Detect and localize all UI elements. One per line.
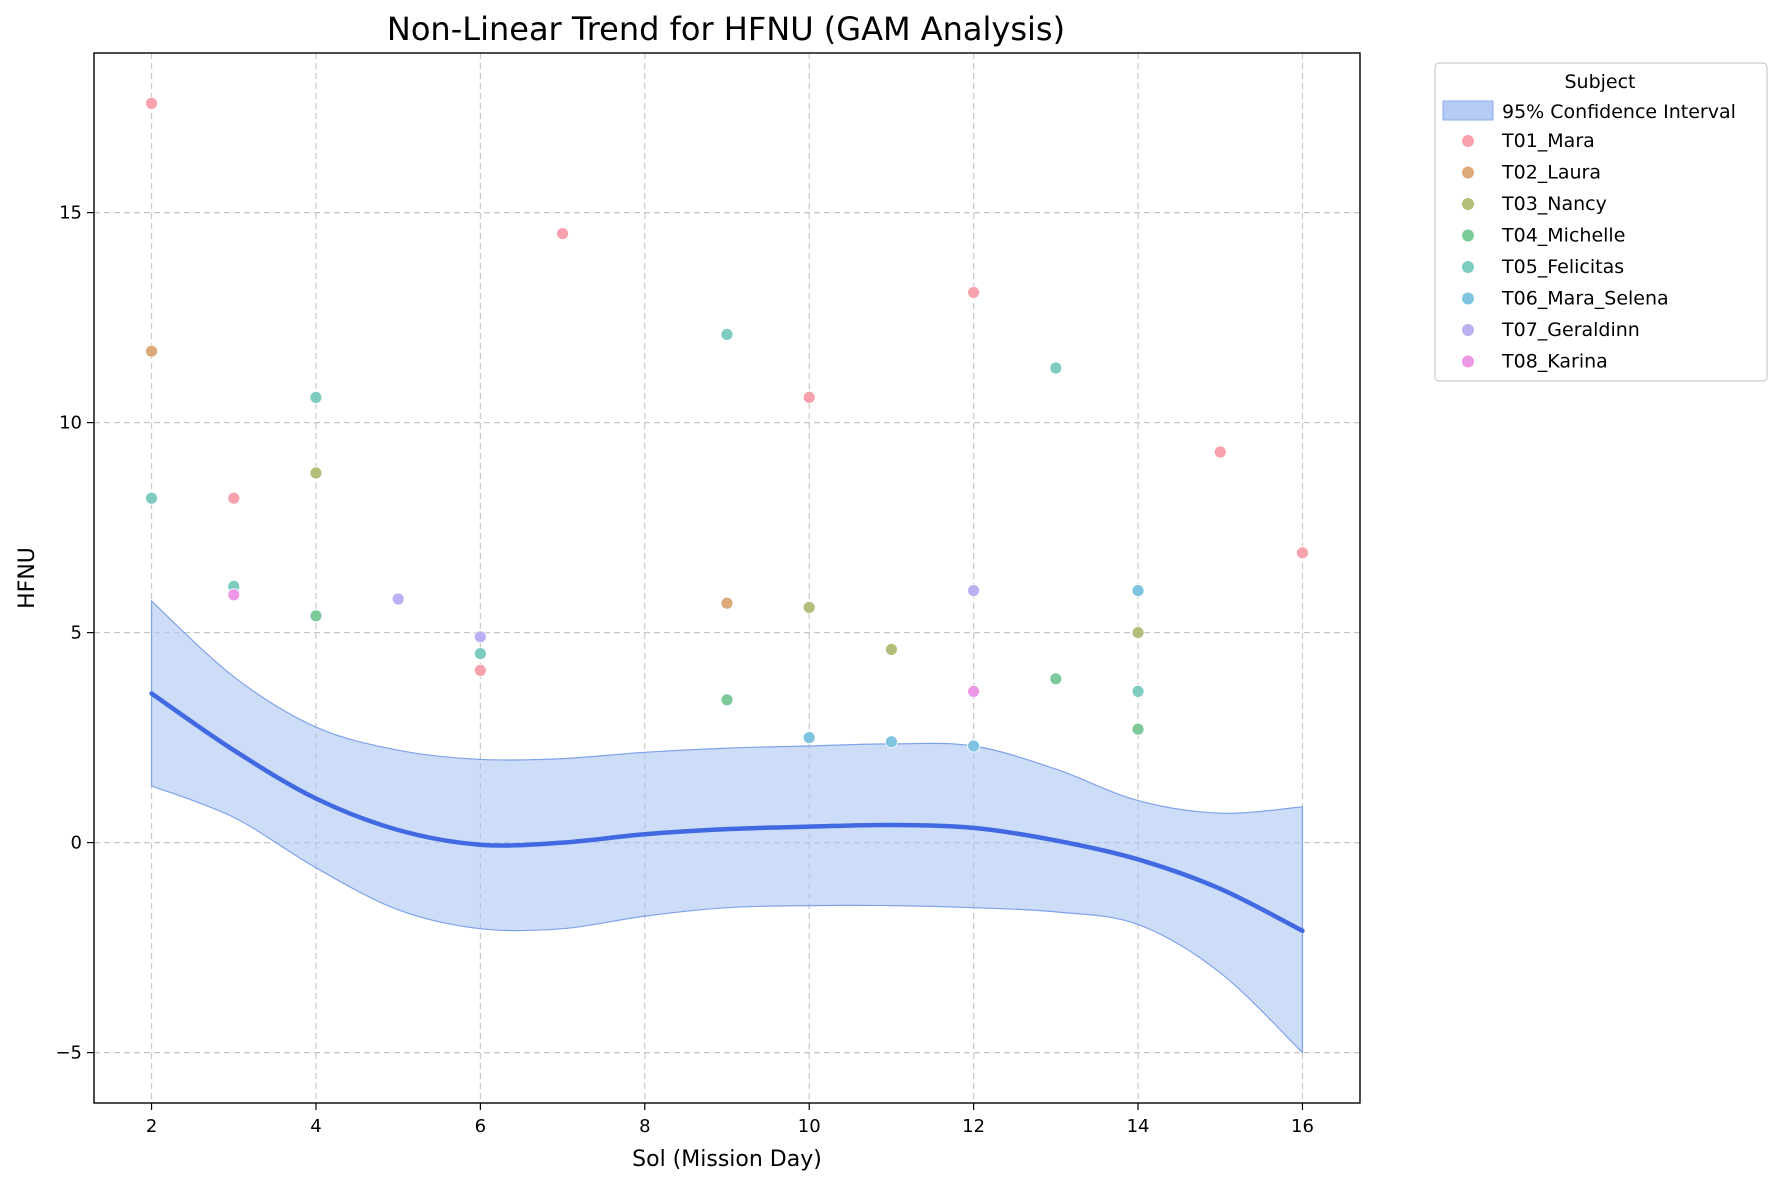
legend-label: T04_Michelle <box>1501 225 1625 247</box>
data-point <box>1049 361 1063 375</box>
legend-marker <box>1462 292 1474 305</box>
data-point <box>473 647 487 660</box>
series-T05_Felicitas <box>145 327 1145 698</box>
confidence-band-area <box>150 599 1304 1055</box>
legend-marker <box>1462 355 1474 368</box>
series-T04_Michelle <box>309 609 1145 736</box>
x-tick-label: 2 <box>146 1116 157 1137</box>
legend-marker <box>1462 324 1474 336</box>
legend: Subject 95% Confidence Interval T01_Mara… <box>1434 62 1768 382</box>
data-point <box>556 227 569 241</box>
data-point <box>1131 722 1145 736</box>
data-point <box>720 693 734 707</box>
data-point <box>227 588 241 602</box>
data-point <box>1049 672 1063 686</box>
legend-marker <box>1462 166 1474 179</box>
series-T02_Laura <box>145 344 734 610</box>
legend-label: T06_Mara_Selena <box>1501 288 1669 310</box>
data-point <box>885 735 898 749</box>
plot-frame <box>93 52 1361 1104</box>
grid <box>94 53 1360 1103</box>
data-point <box>309 466 323 480</box>
data-point <box>309 609 323 623</box>
legend-title: Subject <box>1564 71 1635 93</box>
x-tick-label: 16 <box>1291 1116 1314 1137</box>
data-point <box>145 344 158 358</box>
x-axis-label: Sol (Mission Day) <box>632 1147 822 1172</box>
legend-item-T07_Geraldinn: T07_Geraldinn <box>1462 319 1640 341</box>
data-point <box>967 739 981 753</box>
data-point <box>309 390 323 404</box>
y-axis-ticks: −5 0 5 10 15 <box>55 203 94 1064</box>
legend-marker <box>1462 261 1474 273</box>
legend-marker <box>1462 229 1474 242</box>
y-tick-label: 0 <box>71 833 82 854</box>
data-point <box>967 584 981 597</box>
x-tick-label: 8 <box>639 1116 650 1137</box>
data-point <box>720 596 734 610</box>
data-point <box>145 97 158 110</box>
gam-trend-line <box>149 691 1305 934</box>
legend-box <box>1434 62 1768 382</box>
series-T08_Karina <box>227 588 981 698</box>
legend-label: T03_Nancy <box>1501 193 1607 215</box>
data-point <box>802 390 816 404</box>
legend-marker <box>1462 135 1474 147</box>
x-tick-label: 12 <box>962 1116 985 1137</box>
data-point <box>1131 685 1145 698</box>
series-T03_Nancy <box>309 466 1145 656</box>
x-tick-label: 10 <box>798 1116 821 1137</box>
legend-item-T08_Karina: T08_Karina <box>1462 351 1608 373</box>
data-point <box>473 664 487 677</box>
data-point <box>1213 445 1227 459</box>
legend-ci-swatch <box>1442 100 1494 121</box>
y-tick-label: −5 <box>55 1043 82 1064</box>
data-point <box>145 491 158 505</box>
legend-item-T01_Mara: T01_Mara <box>1462 130 1595 152</box>
y-tick-label: 10 <box>59 413 82 434</box>
legend-label: T07_Geraldinn <box>1501 319 1640 341</box>
legend-label: T08_Karina <box>1501 351 1608 373</box>
series-T07_Geraldinn <box>391 584 981 644</box>
data-point <box>1296 546 1309 560</box>
x-tick-label: 14 <box>1127 1116 1150 1137</box>
scatter-points <box>145 97 1309 753</box>
legend-label: T05_Felicitas <box>1501 256 1624 278</box>
data-point <box>391 592 405 606</box>
x-axis-ticks: 2 4 6 8 10 12 14 16 <box>146 1103 1314 1137</box>
data-point <box>885 643 898 656</box>
data-point <box>802 601 816 614</box>
data-point <box>1131 584 1145 597</box>
chart-title: Non-Linear Trend for HFNU (GAM Analysis) <box>387 10 1065 48</box>
legend-item-T04_Michelle: T04_Michelle <box>1462 225 1625 247</box>
legend-marker <box>1462 198 1474 210</box>
data-point <box>802 731 816 744</box>
trend-line <box>149 691 1305 934</box>
data-point <box>967 285 981 299</box>
legend-label: T02_Laura <box>1501 162 1601 184</box>
data-point <box>967 685 981 698</box>
series-T01_Mara <box>145 97 1309 677</box>
x-tick-label: 4 <box>310 1116 321 1137</box>
y-axis-label: HFNU <box>15 547 40 609</box>
legend-item-T02_Laura: T02_Laura <box>1462 162 1601 184</box>
data-point <box>720 327 734 341</box>
series-T06_Mara_Selena <box>802 584 1145 753</box>
legend-item-T03_Nancy: T03_Nancy <box>1462 193 1607 215</box>
legend-item-T05_Felicitas: T05_Felicitas <box>1462 256 1624 278</box>
legend-label: T01_Mara <box>1501 130 1595 152</box>
data-point <box>473 630 487 644</box>
legend-ci-label: 95% Confidence Interval <box>1502 101 1736 123</box>
y-tick-label: 5 <box>71 623 82 644</box>
y-tick-label: 15 <box>59 203 82 224</box>
legend-item-T06_Mara_Selena: T06_Mara_Selena <box>1462 288 1669 310</box>
data-point <box>227 491 241 505</box>
x-tick-label: 6 <box>475 1116 486 1137</box>
confidence-band <box>150 599 1304 1055</box>
data-point <box>1131 626 1145 639</box>
